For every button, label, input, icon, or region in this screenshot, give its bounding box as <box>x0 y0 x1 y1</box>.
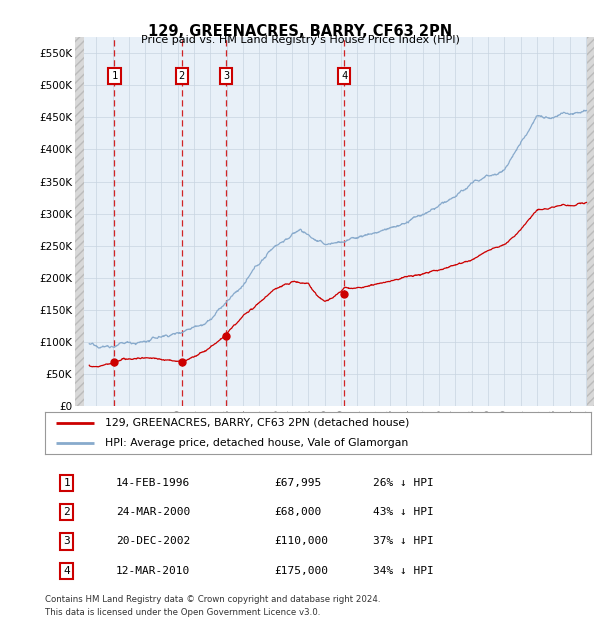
Text: £68,000: £68,000 <box>274 507 322 517</box>
Text: 3: 3 <box>223 71 229 81</box>
Text: 4: 4 <box>341 71 347 81</box>
Text: 34% ↓ HPI: 34% ↓ HPI <box>373 566 433 576</box>
Text: 129, GREENACRES, BARRY, CF63 2PN: 129, GREENACRES, BARRY, CF63 2PN <box>148 24 452 38</box>
Text: £67,995: £67,995 <box>274 478 322 488</box>
Text: 1: 1 <box>112 71 118 81</box>
Text: 26% ↓ HPI: 26% ↓ HPI <box>373 478 433 488</box>
Text: 43% ↓ HPI: 43% ↓ HPI <box>373 507 433 517</box>
Text: 12-MAR-2010: 12-MAR-2010 <box>116 566 190 576</box>
Text: 2: 2 <box>178 71 185 81</box>
Text: £175,000: £175,000 <box>274 566 328 576</box>
Bar <box>587 37 595 406</box>
Text: 2: 2 <box>64 507 70 517</box>
Text: 24-MAR-2000: 24-MAR-2000 <box>116 507 190 517</box>
Text: £110,000: £110,000 <box>274 536 328 546</box>
Text: 3: 3 <box>64 536 70 546</box>
Text: Contains HM Land Registry data © Crown copyright and database right 2024.
This d: Contains HM Land Registry data © Crown c… <box>45 595 380 617</box>
Text: Price paid vs. HM Land Registry's House Price Index (HPI): Price paid vs. HM Land Registry's House … <box>140 35 460 45</box>
Text: 14-FEB-1996: 14-FEB-1996 <box>116 478 190 488</box>
Text: 4: 4 <box>64 566 70 576</box>
Text: 37% ↓ HPI: 37% ↓ HPI <box>373 536 433 546</box>
Text: 20-DEC-2002: 20-DEC-2002 <box>116 536 190 546</box>
Bar <box>75 37 84 406</box>
Text: 1: 1 <box>64 478 70 488</box>
Text: HPI: Average price, detached house, Vale of Glamorgan: HPI: Average price, detached house, Vale… <box>105 438 409 448</box>
Text: 129, GREENACRES, BARRY, CF63 2PN (detached house): 129, GREENACRES, BARRY, CF63 2PN (detach… <box>105 418 409 428</box>
